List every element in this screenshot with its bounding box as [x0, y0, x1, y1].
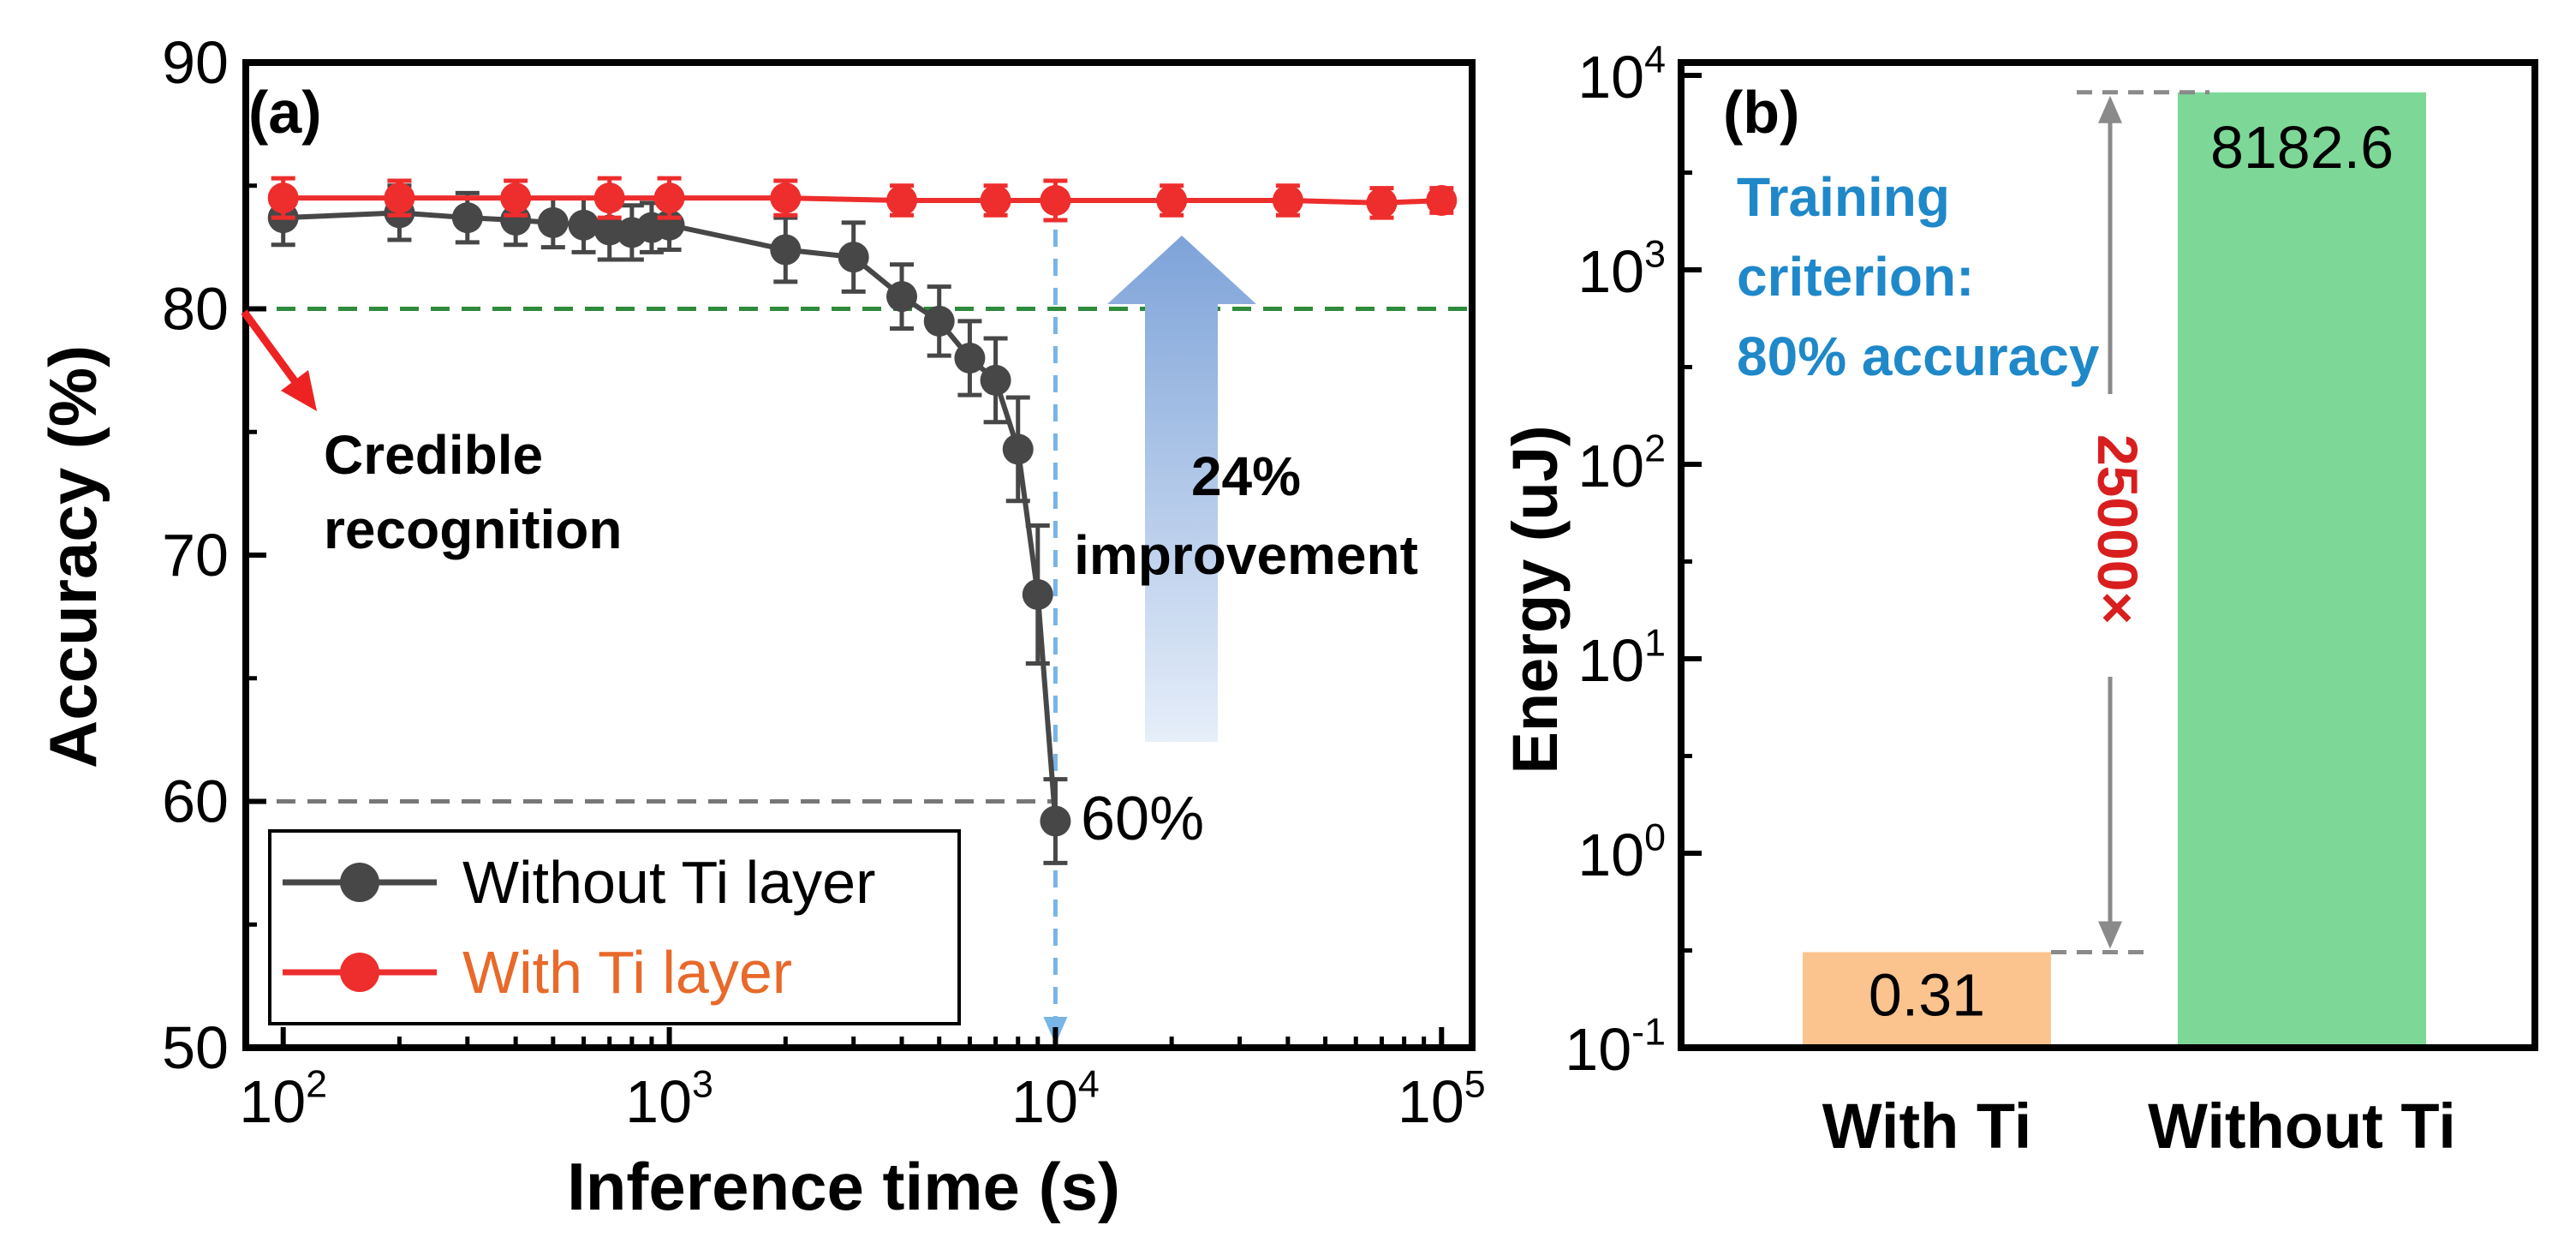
y-tick-label: 70: [162, 522, 229, 589]
data-point-with-ti: [1426, 185, 1458, 216]
improvement-percent: 24%: [1191, 445, 1301, 507]
data-point-without-ti: [500, 205, 532, 236]
x-tick-label: 103: [625, 1063, 713, 1135]
legend-box: [268, 829, 961, 1025]
y-tick-label: 80: [162, 276, 229, 343]
energy-tick-label: 101: [1577, 622, 1666, 694]
data-point-with-ti: [980, 185, 1011, 216]
bar-with-ti: [1803, 952, 2051, 1048]
energy-tick-label: 100: [1577, 816, 1666, 888]
ratio-annotation: [2051, 90, 2209, 954]
data-point-with-ti: [770, 182, 802, 214]
category-label: With Ti: [1822, 1091, 2032, 1162]
panel-a-series: [267, 176, 1458, 865]
data-point-with-ti: [1156, 185, 1188, 216]
data-point-with-ti: [1272, 185, 1303, 216]
y-axis-title: Accuracy (%): [35, 345, 110, 768]
credible-text-line1: Credible: [324, 424, 543, 486]
y-tick-label: 50: [162, 1014, 229, 1081]
y-tick-label: 60: [162, 768, 229, 835]
data-point-without-ti: [923, 305, 955, 337]
x-axis-title: Inference time (s): [567, 1149, 1120, 1224]
legend: Without Ti layer With Ti layer: [268, 829, 961, 1025]
data-point-without-ti: [770, 234, 802, 266]
bar-value-label: 0.31: [1869, 961, 1985, 1028]
credible-arrow-head: [281, 370, 317, 411]
credible-recognition-annotation: Credible recognition: [241, 309, 622, 560]
panel-b-bars: 0.31 With Ti 8182.6 Without Ti: [1803, 92, 2456, 1162]
energy-tick-label: 104: [1577, 39, 1666, 111]
data-point-with-ti: [653, 182, 685, 214]
criterion-line1: Training: [1737, 166, 1950, 228]
y-tick-label: 90: [162, 29, 229, 96]
data-point-without-ti: [537, 206, 569, 238]
data-point-with-ti: [1366, 187, 1398, 218]
credible-text-line2: recognition: [324, 499, 622, 560]
category-label: Without Ti: [2148, 1091, 2456, 1162]
panel-b-frame: [1678, 59, 2538, 1051]
x-tick-label: 104: [1011, 1063, 1100, 1135]
data-point-without-ti: [980, 364, 1011, 396]
panel-b-axes: 10-1 100 101 102 103 104: [1565, 39, 1702, 1083]
data-point-with-ti: [267, 182, 299, 214]
data-point-without-ti: [451, 202, 483, 234]
x-tick-label: 105: [1398, 1063, 1486, 1135]
criterion-line3: 80% accuracy: [1737, 326, 2100, 387]
legend-item-without-ti: Without Ti layer: [283, 849, 875, 916]
data-point-without-ti: [886, 281, 918, 313]
data-point-with-ti: [384, 182, 415, 214]
data-point-with-ti: [593, 182, 625, 214]
data-point-with-ti: [1040, 185, 1071, 216]
data-point-without-ti: [1002, 433, 1034, 465]
data-point-without-ti: [593, 214, 625, 246]
panel-a: 50 60 70 80 90 102 103 104 105 Inference time (s…: [35, 29, 1486, 1224]
legend-label-with-ti: With Ti layer: [462, 939, 792, 1006]
energy-tick-label: 103: [1577, 233, 1666, 305]
panel-b-label: (b): [1723, 79, 1799, 146]
data-point-without-ti: [1022, 579, 1053, 610]
bar-without-ti: [2178, 92, 2426, 1048]
credible-arrow-shaft: [241, 309, 301, 388]
data-point-without-ti: [568, 209, 599, 241]
data-point-without-ti: [954, 343, 986, 374]
series-line-with-ti: [283, 195, 1442, 206]
energy-tick-label: 102: [1577, 427, 1666, 499]
sixty-percent-label: 60%: [1081, 785, 1204, 853]
improvement-word: improvement: [1074, 524, 1418, 586]
panel-a-axes: 50 60 70 80 90 102 103 104 105: [162, 29, 1486, 1135]
data-point-without-ti: [1040, 805, 1071, 837]
x-tick-label: 102: [239, 1063, 327, 1135]
data-point-with-ti: [500, 182, 532, 214]
panel-a-label: (a): [248, 79, 322, 146]
legend-label-without-ti: Without Ti layer: [462, 849, 875, 916]
energy-axis-title: Energy (uJ): [1500, 425, 1571, 774]
data-point-with-ti: [886, 185, 918, 216]
ratio-arrow-head-top: [2098, 95, 2122, 123]
bar-value-label: 8182.6: [2210, 114, 2394, 181]
energy-tick-label: 10-1: [1565, 1011, 1666, 1083]
ratio-label: 25000×: [2086, 434, 2150, 624]
criterion-line2: criterion:: [1737, 246, 1974, 308]
training-criterion-annotation: Training criterion: 80% accuracy: [1737, 166, 2100, 387]
data-point-without-ti: [838, 242, 869, 273]
legend-item-with-ti: With Ti layer: [283, 939, 792, 1006]
ratio-arrow-head-bottom: [2098, 921, 2122, 949]
improvement-arrow: [1107, 236, 1256, 742]
